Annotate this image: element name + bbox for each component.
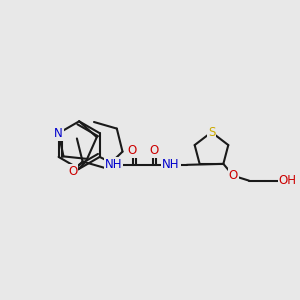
Text: NH: NH — [105, 158, 122, 171]
Text: O: O — [229, 169, 238, 182]
Text: NH: NH — [162, 158, 180, 171]
Text: O: O — [128, 145, 137, 158]
Text: O: O — [149, 145, 159, 158]
Text: O: O — [68, 165, 77, 178]
Text: OH: OH — [279, 174, 297, 187]
Text: S: S — [208, 126, 215, 139]
Text: N: N — [54, 127, 63, 140]
